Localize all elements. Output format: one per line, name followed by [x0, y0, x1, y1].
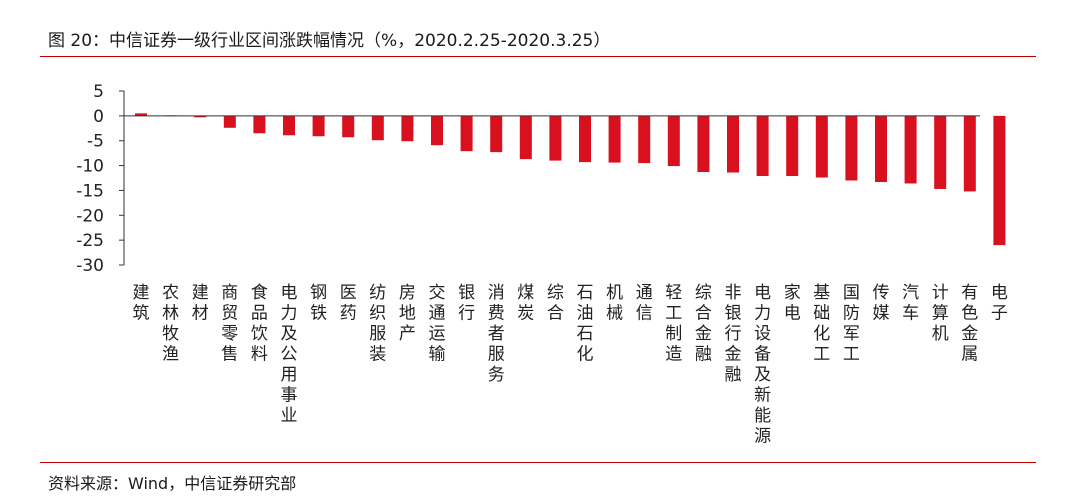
bar [963, 115, 976, 192]
y-tick-label: -10 [76, 157, 104, 177]
y-axis: 5 0 -5 -10 -15 -20 -25 -30 [76, 82, 125, 276]
bar [135, 113, 147, 116]
bar [875, 115, 887, 182]
category-label: 煤炭 [517, 283, 534, 324]
category-label: 通信 [636, 283, 653, 324]
bar [194, 115, 207, 118]
bars [135, 113, 1006, 246]
bottom-divider [40, 462, 1036, 463]
y-tick-label: -20 [76, 206, 104, 226]
y-tick-label: -25 [76, 231, 104, 251]
category-label: 综合 [547, 283, 564, 324]
top-divider [40, 56, 1036, 57]
category-label: 汽车 [902, 283, 919, 324]
bar [401, 115, 414, 142]
bar [727, 115, 739, 173]
bar [579, 115, 591, 163]
category-label: 机械 [606, 283, 623, 324]
bar [845, 115, 858, 181]
y-tick-label: 0 [93, 107, 104, 127]
category-label: 轻工制造 [665, 283, 682, 365]
category-label: 医药 [340, 283, 357, 324]
category-label: 农林牧渔 [162, 283, 179, 365]
category-label: 国防军工 [843, 283, 860, 365]
category-label: 计算机 [932, 283, 949, 344]
category-label: 有色金属 [961, 283, 978, 365]
bar [490, 115, 503, 153]
chart-title: 图 20：中信证券一级行业区间涨跌幅情况（%，2020.2.25-2020.3.… [48, 31, 611, 51]
category-label: 电力及公用事业 [281, 283, 298, 426]
category-label: 消费者服务 [488, 283, 505, 385]
category-label: 交通运输 [429, 283, 446, 365]
y-tick-label: -5 [87, 132, 104, 152]
bar [549, 115, 562, 161]
y-tick-label: -15 [76, 181, 104, 201]
category-label: 食品饮料 [251, 283, 268, 365]
category-label: 钢铁 [310, 283, 327, 324]
bar [638, 115, 651, 164]
bar [283, 115, 295, 136]
category-label: 银行 [458, 283, 475, 324]
bar [608, 115, 621, 163]
y-tick-label: -30 [76, 256, 104, 276]
category-label: 电力设备及新能源 [754, 283, 771, 447]
category-label: 建筑 [133, 283, 150, 324]
category-label: 房地产 [399, 283, 416, 344]
bar [904, 115, 917, 184]
bar [815, 115, 828, 178]
bar [519, 115, 532, 160]
category-labels: 建筑农林牧渔建材商贸零售食品饮料电力及公用事业钢铁医药纺织服装房地产交通运输银行… [133, 283, 1008, 447]
category-label: 传媒 [873, 283, 890, 324]
bar [371, 115, 384, 141]
category-label: 石油石化 [577, 283, 594, 365]
category-label: 电子 [991, 283, 1008, 324]
category-label: 综合金融 [695, 283, 712, 365]
bar [223, 115, 236, 128]
bar [934, 115, 947, 189]
bar [460, 115, 473, 152]
category-label: 非银行金融 [725, 283, 742, 385]
category-label: 基础化工 [813, 283, 830, 365]
bar [253, 115, 266, 134]
bar [697, 115, 710, 173]
category-label: 纺织服装 [369, 283, 386, 365]
bar [993, 115, 1006, 246]
bar [667, 115, 680, 167]
bar [786, 115, 799, 177]
category-label: 商贸零售 [221, 283, 238, 365]
category-label: 建材 [192, 283, 209, 324]
category-label: 家电 [784, 283, 801, 324]
source-note: 资料来源：Wind，中信证券研究部 [48, 474, 297, 493]
bar [431, 115, 443, 146]
y-tick-label: 5 [93, 82, 104, 102]
bar [342, 115, 355, 138]
bar [756, 115, 769, 177]
bar [312, 115, 325, 137]
bar-chart: 5 0 -5 -10 -15 -20 -25 -30 建筑农林牧渔建材商贸零售食品饮料电力及公… [76, 82, 1008, 447]
